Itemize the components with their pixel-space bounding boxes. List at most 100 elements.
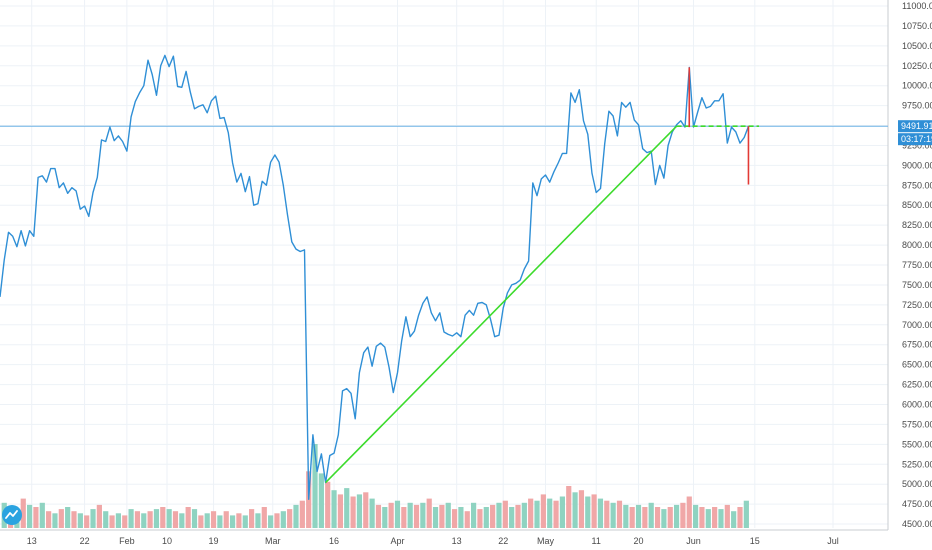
y-tick-label: 11000.00 [902, 1, 932, 11]
last-price-tag: 9491.91 [898, 120, 932, 133]
x-tick-label: Apr [390, 536, 404, 546]
volume-bar [103, 511, 109, 528]
volume-bar [731, 511, 737, 528]
volume-bar [712, 507, 718, 528]
volume-bar [242, 515, 248, 528]
volume-bar [198, 515, 204, 528]
y-tick-label: 7500.00 [902, 280, 932, 290]
price-line [0, 54, 750, 500]
volume-bar [90, 509, 96, 528]
volume-bar [509, 507, 515, 528]
volume-bar [71, 511, 77, 528]
volume-bar [274, 513, 280, 528]
y-tick-label: 5250.00 [902, 459, 932, 469]
trendline [325, 125, 678, 484]
x-tick-label: 13 [452, 536, 462, 546]
volume-bar [280, 511, 286, 528]
y-tick-label: 7250.00 [902, 300, 932, 310]
volume-bar [84, 515, 90, 528]
volume-bar [185, 507, 191, 528]
volume-bar [356, 494, 363, 528]
volume-bar [572, 492, 578, 528]
tradingview-badge-icon[interactable] [2, 505, 22, 525]
volume-bar [667, 507, 673, 528]
y-tick-label: 4500.00 [902, 519, 932, 529]
volume-bar [318, 473, 324, 528]
volume-bar [115, 513, 121, 528]
y-tick-label: 6750.00 [902, 340, 932, 350]
volume-bar [33, 507, 39, 528]
volume-bar [160, 507, 166, 528]
volume-bar [249, 509, 255, 528]
volume-bar [46, 511, 52, 528]
volume-bar [287, 509, 293, 528]
volume-bar [458, 507, 464, 528]
volume-bar [483, 507, 489, 528]
volume-bar [502, 500, 508, 528]
volume-bar [382, 507, 388, 528]
volume-bar [648, 502, 654, 528]
y-tick-label: 8250.00 [902, 220, 932, 230]
volume-bar [597, 498, 604, 528]
volume-bar [559, 496, 565, 528]
volume-bar [401, 507, 407, 528]
y-tick-label: 6500.00 [902, 360, 932, 370]
volume-bar [141, 513, 147, 528]
volume-bar [464, 511, 470, 528]
volume-bar [128, 509, 134, 528]
volume-bar [616, 500, 623, 528]
volume-bar [166, 509, 172, 528]
countdown-tag: 03:17:19 [898, 133, 932, 146]
x-tick-label: 19 [209, 536, 219, 546]
y-tick-label: 10500.00 [902, 41, 932, 51]
volume-bar [394, 500, 401, 528]
volume-bar [369, 498, 375, 528]
x-tick-label: Jun [686, 536, 701, 546]
volume-bar [299, 500, 305, 528]
volume-bar [134, 511, 141, 528]
volume-bar [420, 502, 426, 528]
volume-bar [451, 509, 458, 528]
volume-bar [210, 511, 217, 528]
volume-bar [477, 509, 483, 528]
volume-bar [223, 511, 229, 528]
volume-bar [52, 513, 58, 528]
volume-bar [623, 504, 629, 528]
volume-bar [686, 496, 692, 528]
x-tick-label: 16 [329, 536, 339, 546]
volume-bar [217, 515, 223, 528]
x-tick-label: May [537, 536, 555, 546]
y-tick-label: 8000.00 [902, 240, 932, 250]
volume-bar [540, 494, 546, 528]
volume-bar [528, 498, 534, 528]
volume-bar [375, 504, 382, 528]
volume-bar [337, 494, 343, 528]
y-tick-label: 8500.00 [902, 200, 932, 210]
volume-bar [654, 507, 661, 528]
volume-bar [407, 502, 413, 528]
x-tick-label: Feb [119, 536, 135, 546]
y-tick-label: 7000.00 [902, 320, 932, 330]
y-tick-label: 8750.00 [902, 180, 932, 190]
volume-bar [122, 515, 128, 528]
volume-bar [693, 504, 699, 528]
x-tick-label: 15 [750, 536, 760, 546]
y-tick-label: 5750.00 [902, 419, 932, 429]
volume-bar [629, 507, 635, 528]
volume-bar [96, 504, 102, 528]
y-tick-label: 6250.00 [902, 380, 932, 390]
volume-bar [20, 498, 26, 528]
volume-bar [432, 507, 439, 528]
volume-bar [350, 496, 356, 528]
volume-bar [363, 492, 369, 528]
x-tick-label: 11 [592, 536, 601, 546]
y-tick-label: 9250.00 [902, 140, 932, 150]
volume-bar [255, 513, 261, 528]
volume-bar [344, 488, 350, 528]
volume-bar [388, 502, 394, 528]
volume-bar [172, 511, 179, 528]
y-tick-label: 7750.00 [902, 260, 932, 270]
